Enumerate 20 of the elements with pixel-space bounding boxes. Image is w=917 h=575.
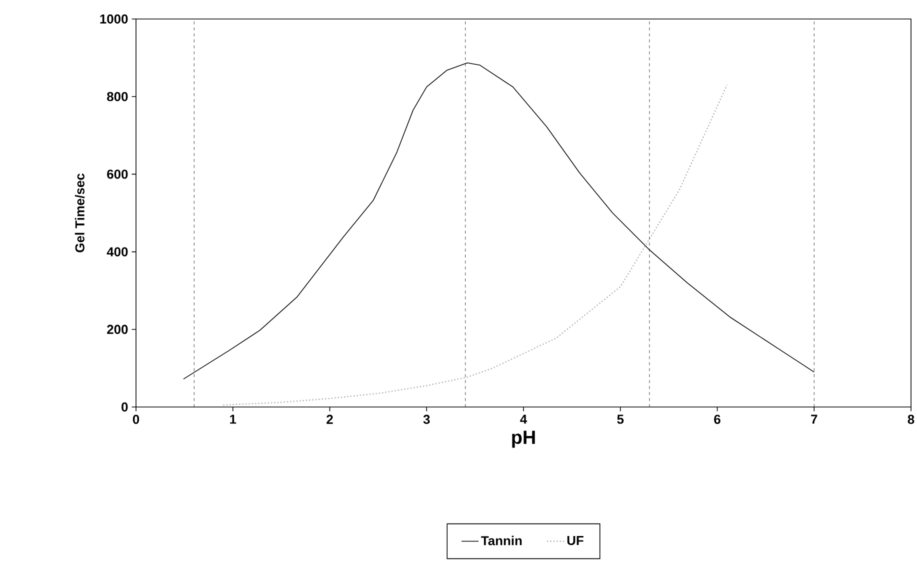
legend-label: UF [567, 536, 584, 546]
x-axis-title: pH [512, 430, 535, 448]
x-tick-label: 6 [714, 414, 720, 424]
y-tick-label: 600 [107, 170, 128, 179]
y-tick-label: 0 [122, 402, 128, 412]
x-tick-label: 8 [908, 414, 914, 424]
x-tick-label: 3 [423, 414, 430, 424]
x-tick-label: 0 [132, 414, 140, 424]
x-tick-label: 7 [811, 414, 818, 424]
x-tick-label: 5 [617, 414, 624, 424]
x-tick-label: 1 [230, 414, 236, 424]
legend-label: Tannin [481, 536, 522, 546]
y-tick-label: 200 [107, 324, 128, 334]
y-axis-title: Gel Time/sec [74, 174, 85, 252]
y-tick-label: 800 [107, 92, 128, 102]
y-tick-label: 400 [106, 247, 128, 256]
x-tick-label: 2 [326, 414, 333, 424]
x-tick-label: 4 [520, 414, 528, 424]
y-tick-label: 1000 [100, 14, 128, 24]
line-series [222, 84, 728, 406]
